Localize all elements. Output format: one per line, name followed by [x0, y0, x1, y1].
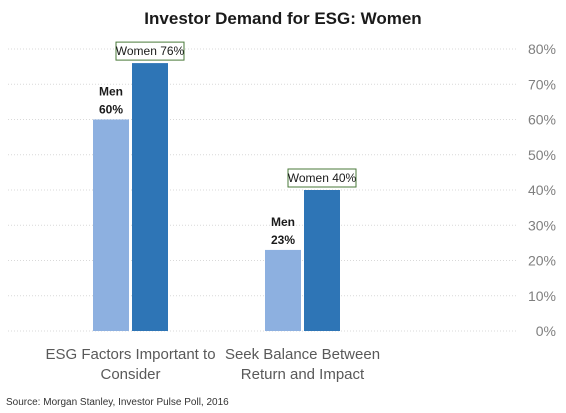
y-axis-ticks: 0% 10% 20% 30% 40% 50% 60% 70% 80% — [528, 41, 556, 339]
y-tick-label: 60% — [528, 112, 556, 128]
data-label-men-value: 23% — [271, 233, 295, 247]
y-tick-label: 0% — [536, 323, 556, 339]
data-label-women-box — [115, 41, 185, 61]
x-category-label: ESG Factors Important to — [45, 346, 215, 363]
bars — [93, 63, 340, 331]
y-tick-label: 40% — [528, 182, 556, 198]
y-tick-label: 30% — [528, 217, 556, 233]
chart-title: Investor Demand for ESG: Women — [144, 9, 421, 28]
data-labels: Men 60% Women 76% Men 23% Women 40% — [99, 41, 357, 247]
data-label-women-box — [287, 168, 357, 188]
y-tick-label: 20% — [528, 253, 556, 269]
bar-women — [132, 63, 168, 331]
y-tick-label: 70% — [528, 76, 556, 92]
data-label-women: Women 40% — [288, 171, 357, 185]
source-note: Source: Morgan Stanley, Investor Pulse P… — [6, 397, 229, 408]
y-tick-label: 10% — [528, 288, 556, 304]
y-tick-label: 50% — [528, 147, 556, 163]
data-label-women: Women 76% — [116, 44, 185, 58]
bar-women — [304, 190, 340, 331]
data-label-men-name: Men — [99, 85, 123, 99]
data-label-men-name: Men — [271, 215, 295, 229]
gridlines — [8, 48, 518, 332]
y-tick-label: 80% — [528, 41, 556, 57]
bar-men — [265, 249, 301, 331]
x-category-label: Return and Impact — [241, 366, 365, 383]
bar-men — [93, 119, 129, 331]
x-category-label: Seek Balance Between — [225, 346, 380, 363]
x-category-label: Consider — [100, 366, 160, 383]
x-axis-labels: ESG Factors Important to Consider Seek Bal… — [45, 346, 380, 383]
data-label-men-value: 60% — [99, 103, 123, 117]
